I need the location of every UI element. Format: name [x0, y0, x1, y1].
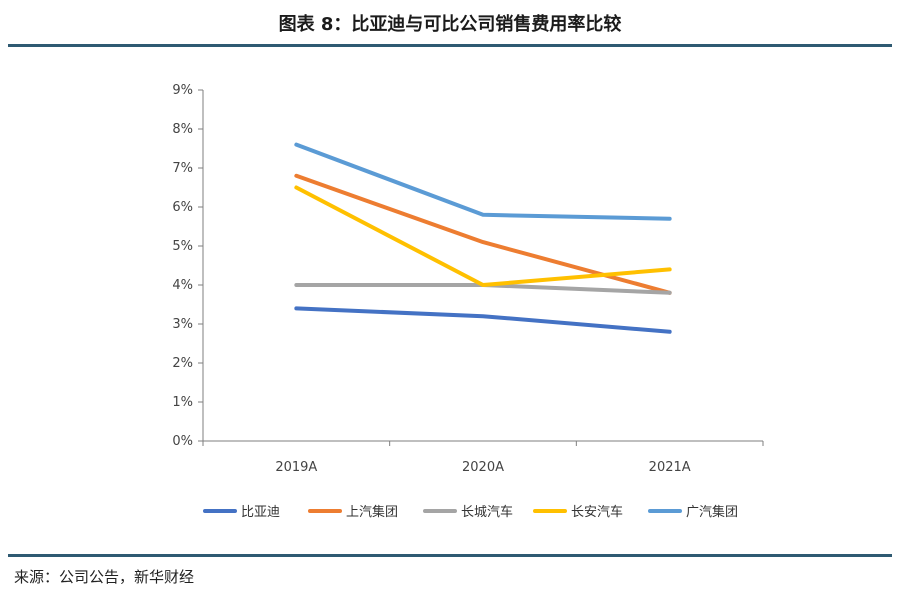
series-line: [294, 185, 672, 287]
x-tick-label: 2020A: [462, 460, 504, 475]
x-tick-label: 2021A: [649, 460, 691, 475]
y-tick-label: 2%: [172, 356, 193, 371]
y-tick-label: 9%: [172, 83, 193, 98]
legend-label: 广汽集团: [686, 504, 738, 520]
y-tick-label: 0%: [172, 434, 193, 449]
y-tick-label: 3%: [172, 317, 193, 332]
source-note: 来源：公司公告，新华财经: [14, 568, 195, 586]
legend-label: 比亚迪: [241, 505, 280, 520]
legend-label: 上汽集团: [346, 504, 398, 520]
line-chart: 0% 1% 2% 3% 4% 5% 6% 7% 8% 9% 2019A 2020A 2021A 比亚迪 上汽…: [172, 83, 764, 520]
series-line: [294, 142, 672, 221]
y-tick-label: 4%: [172, 278, 193, 293]
bottom-divider: [8, 554, 892, 557]
y-tick-label: 7%: [172, 161, 193, 176]
y-tick-label: 5%: [172, 239, 193, 254]
y-tick-label: 1%: [172, 395, 193, 410]
y-tick-label: 6%: [172, 200, 193, 215]
series-line: [294, 306, 672, 334]
x-tick-label: 2019A: [275, 460, 317, 475]
legend-label: 长城汽车: [461, 504, 513, 520]
legend-label: 长安汽车: [571, 504, 623, 520]
top-divider: [8, 44, 892, 47]
chart-title: 图表 8：比亚迪与可比公司销售费用率比较: [278, 14, 622, 35]
y-tick-label: 8%: [172, 122, 193, 137]
